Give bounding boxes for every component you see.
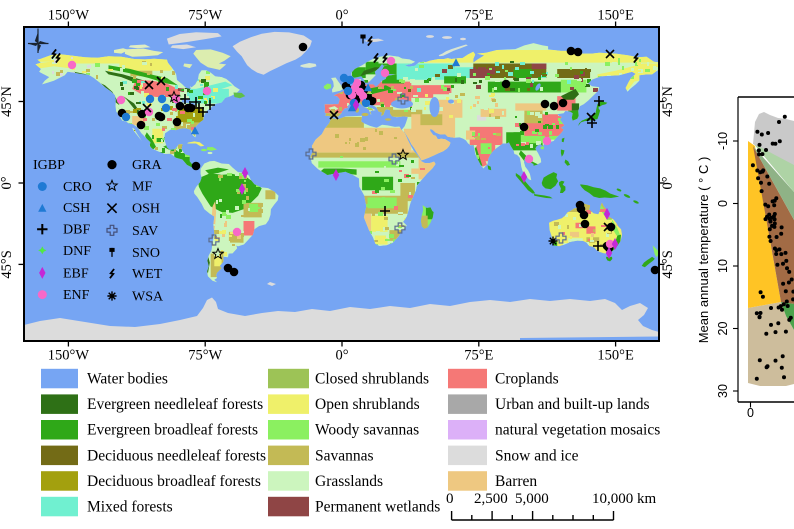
svg-text:GRA: GRA bbox=[132, 158, 162, 173]
svg-text:Evergreen broadleaf forests: Evergreen broadleaf forests bbox=[87, 422, 258, 439]
svg-text:75°E: 75°E bbox=[464, 8, 493, 24]
svg-text:Permanent wetlands: Permanent wetlands bbox=[315, 499, 440, 516]
svg-text:EBF: EBF bbox=[63, 266, 89, 281]
svg-text:WET: WET bbox=[132, 267, 163, 282]
svg-text:Deciduous needleleaf forests: Deciduous needleleaf forests bbox=[87, 447, 266, 464]
svg-text:Croplands: Croplands bbox=[495, 371, 559, 388]
svg-text:75°W: 75°W bbox=[188, 8, 222, 24]
svg-text:Snow and ice: Snow and ice bbox=[495, 447, 579, 464]
svg-text:natural vegetation mosaics: natural vegetation mosaics bbox=[495, 422, 660, 439]
svg-text:150°E: 150°E bbox=[597, 8, 634, 24]
svg-text:ENF: ENF bbox=[63, 288, 90, 303]
svg-text:0°: 0° bbox=[335, 348, 348, 364]
svg-text:-10: -10 bbox=[716, 132, 730, 150]
svg-text:DNF: DNF bbox=[63, 244, 91, 259]
svg-text:Deciduous broadleaf forests: Deciduous broadleaf forests bbox=[87, 473, 261, 490]
svg-text:CRO: CRO bbox=[63, 180, 92, 195]
svg-text:Savannas: Savannas bbox=[315, 447, 374, 464]
svg-text:10: 10 bbox=[716, 259, 730, 273]
svg-text:150°E: 150°E bbox=[597, 348, 634, 364]
svg-text:SAV: SAV bbox=[132, 224, 158, 239]
svg-text:Urban and built-up lands: Urban and built-up lands bbox=[495, 396, 650, 413]
svg-text:150°W: 150°W bbox=[48, 348, 90, 364]
svg-text:0°: 0° bbox=[335, 8, 348, 24]
svg-text:IGBP: IGBP bbox=[33, 158, 65, 173]
svg-text:MF: MF bbox=[132, 179, 152, 194]
svg-text:10,000 km: 10,000 km bbox=[592, 491, 657, 507]
svg-text:Evergreen needleleaf forests: Evergreen needleleaf forests bbox=[87, 396, 263, 413]
svg-text:Water bodies: Water bodies bbox=[87, 371, 168, 388]
svg-text:OSH: OSH bbox=[132, 202, 160, 217]
svg-text:150°W: 150°W bbox=[48, 8, 90, 24]
svg-text:0°: 0° bbox=[0, 176, 15, 189]
svg-text:2,500: 2,500 bbox=[474, 491, 508, 507]
svg-text:30: 30 bbox=[716, 384, 730, 398]
svg-text:45°N: 45°N bbox=[0, 86, 15, 117]
svg-text:DBF: DBF bbox=[63, 223, 90, 238]
svg-text:Mean annual temperature ( ° C: Mean annual temperature ( ° C ) bbox=[696, 157, 711, 344]
svg-text:SNO: SNO bbox=[132, 246, 160, 261]
svg-text:45°S: 45°S bbox=[0, 250, 15, 278]
svg-text:75°W: 75°W bbox=[188, 348, 222, 364]
svg-text:75°E: 75°E bbox=[464, 348, 493, 364]
svg-text:45°S: 45°S bbox=[660, 250, 676, 278]
svg-text:Closed shrublands: Closed shrublands bbox=[315, 371, 429, 388]
svg-text:20: 20 bbox=[716, 322, 730, 336]
svg-text:WSA: WSA bbox=[132, 290, 164, 305]
svg-text:CSH: CSH bbox=[63, 201, 90, 216]
svg-text:0: 0 bbox=[747, 406, 754, 420]
svg-text:0: 0 bbox=[446, 491, 454, 507]
svg-text:Mixed forests: Mixed forests bbox=[87, 499, 173, 516]
svg-text:Grasslands: Grasslands bbox=[315, 473, 383, 490]
svg-text:0: 0 bbox=[716, 200, 730, 207]
svg-text:Barren: Barren bbox=[495, 473, 537, 490]
svg-text:Open shrublands: Open shrublands bbox=[315, 396, 420, 413]
svg-text:45°N: 45°N bbox=[660, 86, 676, 117]
svg-text:5,000: 5,000 bbox=[515, 491, 549, 507]
svg-text:Woody savannas: Woody savannas bbox=[315, 422, 419, 439]
svg-text:0°: 0° bbox=[660, 176, 676, 189]
